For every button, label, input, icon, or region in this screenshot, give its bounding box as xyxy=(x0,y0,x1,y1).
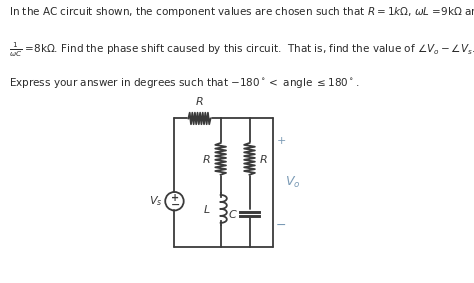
Text: $R$: $R$ xyxy=(202,153,211,165)
Text: Express your answer in degrees such that $-180^\circ <$ angle $\leq 180^\circ$.: Express your answer in degrees such that… xyxy=(9,76,360,90)
Text: $L$: $L$ xyxy=(203,203,211,215)
Text: $R$: $R$ xyxy=(259,153,268,165)
Text: $\frac{1}{\omega C}$ =8k$\Omega$. Find the phase shift caused by this circuit.  : $\frac{1}{\omega C}$ =8k$\Omega$. Find t… xyxy=(9,41,474,59)
Text: $V_o$: $V_o$ xyxy=(285,175,301,190)
Text: $V_s$: $V_s$ xyxy=(149,194,162,208)
Text: −: − xyxy=(276,219,286,232)
Text: −: − xyxy=(171,200,180,210)
Text: +: + xyxy=(172,193,180,203)
Text: +: + xyxy=(276,136,286,145)
Text: In the AC circuit shown, the component values are chosen such that $R = 1k\Omega: In the AC circuit shown, the component v… xyxy=(9,5,474,19)
Text: $R$: $R$ xyxy=(195,95,204,107)
Text: $C$: $C$ xyxy=(228,208,238,220)
